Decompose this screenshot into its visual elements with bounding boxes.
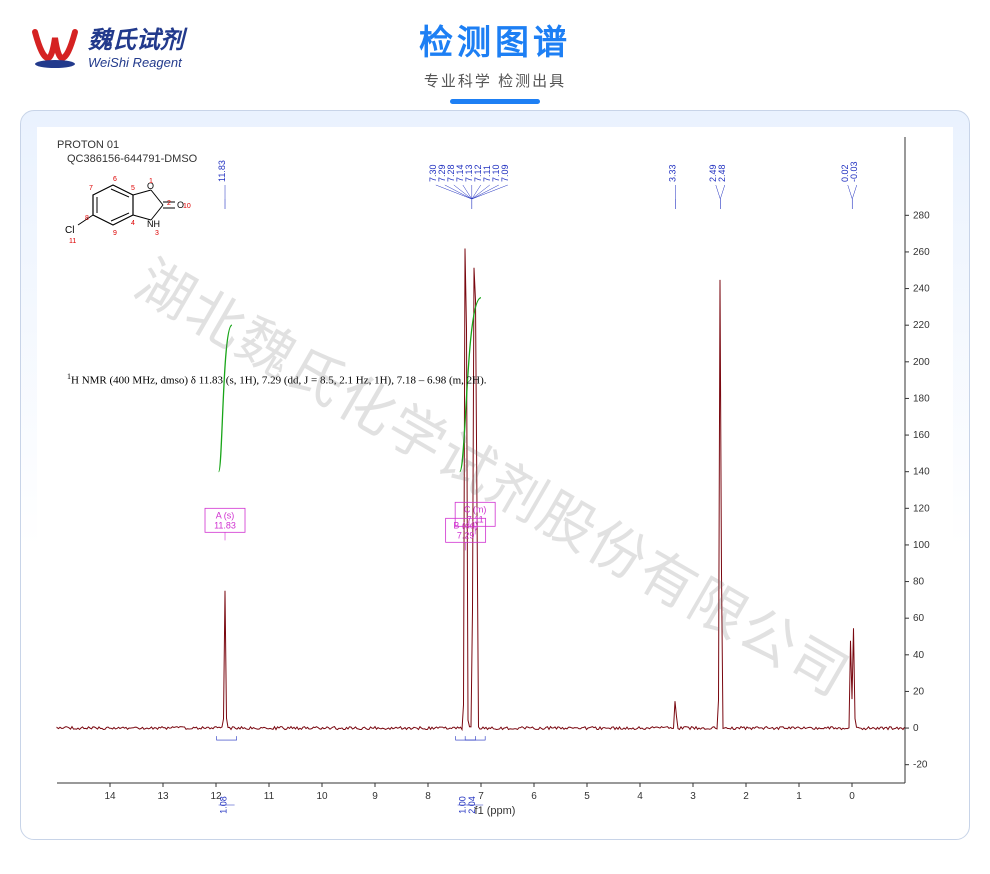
sample-id: QC386156-644791-DMSO bbox=[67, 153, 197, 165]
svg-text:80: 80 bbox=[913, 577, 925, 588]
svg-text:260: 260 bbox=[913, 247, 930, 258]
proton-label: PROTON 01 bbox=[57, 139, 119, 151]
svg-text:4: 4 bbox=[131, 220, 135, 227]
svg-text:Cl: Cl bbox=[65, 225, 74, 236]
svg-text:8: 8 bbox=[425, 791, 431, 802]
nmr-description: 1H NMR (400 MHz, dmso) δ 11.83 (s, 1H), … bbox=[67, 372, 487, 387]
header: 魏氏试剂 WeiShi Reagent 检测图谱 专业科学 检测出具 bbox=[0, 0, 990, 80]
svg-text:11: 11 bbox=[264, 791, 275, 802]
logo-text: 魏氏试剂 WeiShi Reagent bbox=[88, 20, 184, 70]
svg-text:10: 10 bbox=[183, 203, 191, 210]
svg-text:3: 3 bbox=[155, 230, 159, 237]
svg-text:3.33: 3.33 bbox=[668, 164, 678, 182]
svg-text:9: 9 bbox=[113, 230, 117, 237]
svg-text:20: 20 bbox=[913, 686, 925, 697]
svg-text:5: 5 bbox=[584, 791, 590, 802]
svg-text:0: 0 bbox=[849, 791, 855, 802]
svg-text:3: 3 bbox=[690, 791, 696, 802]
title-area: 检测图谱 专业科学 检测出具 bbox=[419, 15, 571, 104]
svg-text:2: 2 bbox=[743, 791, 749, 802]
svg-text:160: 160 bbox=[913, 430, 930, 441]
svg-text:NH: NH bbox=[147, 219, 160, 229]
title-underline bbox=[450, 99, 540, 104]
svg-text:11.83: 11.83 bbox=[214, 520, 236, 530]
svg-text:13: 13 bbox=[157, 791, 169, 802]
svg-text:1.08: 1.08 bbox=[219, 796, 229, 814]
svg-text:A (s): A (s) bbox=[216, 510, 235, 520]
svg-text:7.29: 7.29 bbox=[457, 530, 475, 540]
svg-text:7.11: 7.11 bbox=[467, 514, 484, 524]
svg-text:280: 280 bbox=[913, 210, 930, 221]
svg-text:120: 120 bbox=[913, 503, 930, 514]
svg-text:1: 1 bbox=[796, 791, 802, 802]
svg-text:100: 100 bbox=[913, 540, 930, 551]
svg-text:-20: -20 bbox=[913, 760, 928, 771]
svg-text:240: 240 bbox=[913, 284, 930, 295]
sub-title: 专业科学 检测出具 bbox=[419, 70, 571, 91]
svg-text:2.48: 2.48 bbox=[717, 164, 727, 182]
svg-text:40: 40 bbox=[913, 650, 925, 661]
svg-text:200: 200 bbox=[913, 357, 930, 368]
svg-text:140: 140 bbox=[913, 467, 930, 478]
svg-text:1: 1 bbox=[149, 178, 153, 185]
chart-area: PROTON 01 QC386156-644791-DMSO O NH O bbox=[37, 127, 953, 823]
svg-text:60: 60 bbox=[913, 613, 925, 624]
svg-text:0: 0 bbox=[913, 723, 919, 734]
svg-text:6: 6 bbox=[531, 791, 537, 802]
logo-cn: 魏氏试剂 bbox=[88, 20, 184, 55]
chart-card: PROTON 01 QC386156-644791-DMSO O NH O bbox=[20, 110, 970, 840]
svg-text:14: 14 bbox=[104, 791, 116, 802]
svg-text:4: 4 bbox=[637, 791, 643, 802]
x-axis-label: f1 (ppm) bbox=[475, 805, 516, 817]
svg-text:2: 2 bbox=[167, 200, 171, 207]
svg-text:7: 7 bbox=[89, 185, 93, 192]
svg-text:7.09: 7.09 bbox=[500, 164, 510, 182]
logo: 魏氏试剂 WeiShi Reagent bbox=[30, 20, 184, 70]
svg-text:7: 7 bbox=[478, 791, 484, 802]
svg-text:10: 10 bbox=[316, 791, 328, 802]
svg-text:180: 180 bbox=[913, 393, 930, 404]
main-title: 检测图谱 bbox=[419, 15, 571, 64]
svg-text:11: 11 bbox=[69, 238, 76, 245]
svg-text:9: 9 bbox=[372, 791, 378, 802]
svg-text:8: 8 bbox=[85, 215, 89, 222]
svg-text:-0.03: -0.03 bbox=[849, 161, 859, 182]
logo-en: WeiShi Reagent bbox=[88, 55, 184, 70]
svg-text:11.83: 11.83 bbox=[217, 160, 227, 182]
svg-text:C (m): C (m) bbox=[464, 504, 487, 514]
svg-text:1.00: 1.00 bbox=[458, 796, 468, 814]
svg-text:6: 6 bbox=[113, 176, 117, 183]
logo-icon bbox=[30, 20, 80, 70]
svg-text:5: 5 bbox=[131, 185, 135, 192]
svg-text:220: 220 bbox=[913, 320, 930, 331]
molecule-structure: O NH O Cl 1 2 3 4 5 6 7 8 9 10 11 bbox=[63, 175, 203, 255]
nmr-peaks-text: 11.83 (s, 1H), 7.29 (dd, J = 8.5, 2.1 Hz… bbox=[199, 375, 487, 387]
